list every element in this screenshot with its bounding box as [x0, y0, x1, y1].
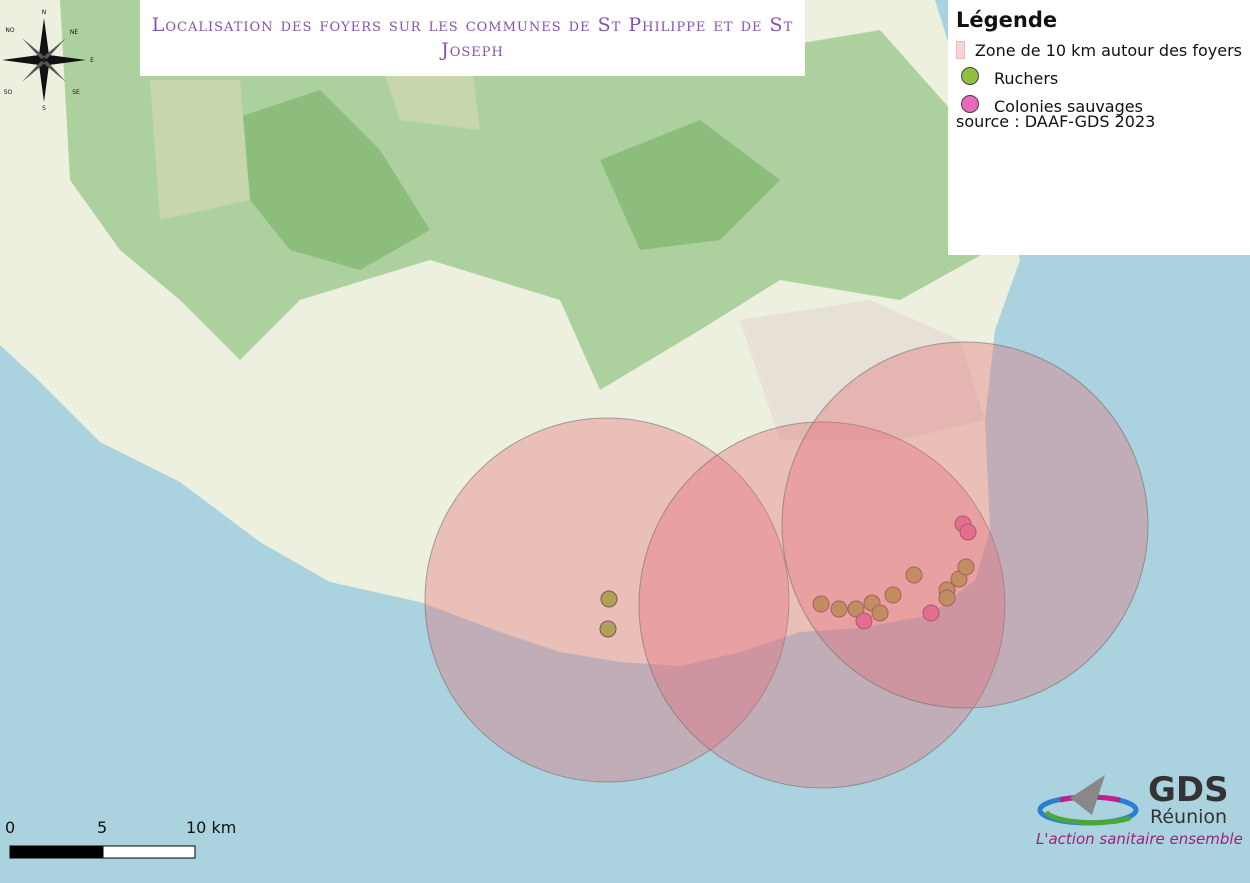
forest — [60, 0, 990, 390]
rucher — [905, 566, 923, 584]
zones — [424, 341, 1149, 789]
rucher — [812, 595, 830, 613]
colonie — [959, 523, 977, 541]
logo-name: GDS — [1148, 770, 1229, 810]
legend-source: source : DAAF-GDS 2023 — [956, 112, 1156, 131]
rucher — [957, 558, 975, 576]
legend-item: Zone de 10 km autour des foyers — [956, 36, 1242, 64]
rucher — [884, 586, 902, 604]
compass-label: S — [42, 105, 46, 112]
compass-label: SO — [4, 89, 13, 96]
compass-label: NO — [5, 27, 14, 34]
ruchers — [599, 558, 975, 638]
zone-10km — [638, 421, 1006, 789]
logo-swoosh — [1037, 775, 1139, 826]
rucher — [871, 604, 889, 622]
legend-item: Colonies sauvages — [956, 92, 1242, 120]
legend-title: Légende — [956, 8, 1058, 32]
zone-10km — [781, 341, 1149, 709]
compass-label: SE — [72, 89, 80, 96]
colonie — [855, 612, 873, 630]
rucher — [847, 600, 865, 618]
compass-label: NE — [70, 29, 78, 36]
logo-slogan: L'action sanitaire ensemble — [1036, 830, 1243, 848]
colonie — [922, 604, 940, 622]
logo: GDS Réunion L'action sanitaire ensemble — [1030, 770, 1250, 860]
legend: Légende Zone de 10 km autour des foyers … — [948, 0, 1250, 255]
colonies — [855, 515, 977, 630]
rucher — [830, 600, 848, 618]
scale-label: 10 km — [186, 818, 237, 837]
scale-bar — [9, 845, 104, 859]
legend-label: Ruchers — [994, 68, 1059, 88]
compass: N NE E SE S SO O NO — [2, 9, 94, 112]
rucher — [599, 620, 617, 638]
legend-label: Colonies sauvages — [994, 96, 1143, 116]
forest-dark — [230, 90, 780, 270]
scrub — [150, 50, 480, 220]
legend-item: Ruchers — [956, 64, 1242, 92]
compass-label: E — [90, 57, 94, 64]
scale-label: 5 — [97, 818, 108, 837]
scale-bar — [102, 845, 196, 859]
rucher — [938, 589, 956, 607]
legend-label: Zone de 10 km autour des foyers — [974, 40, 1242, 60]
logo-region: Réunion — [1150, 806, 1228, 828]
scale-label: 0 — [5, 818, 16, 837]
map-title: Localisation des foyers sur les communes… — [140, 0, 805, 76]
lava-field — [740, 300, 985, 440]
rucher — [600, 590, 618, 608]
compass-label: N — [42, 9, 47, 16]
zone-10km — [424, 417, 790, 783]
